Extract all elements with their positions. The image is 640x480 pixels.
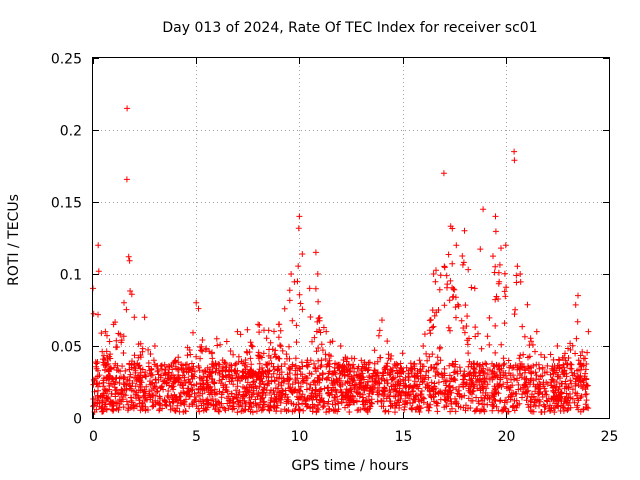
x-tick-label: 25 (601, 429, 619, 445)
y-tick-label: 0.1 (60, 268, 82, 284)
roti-series-markers (90, 105, 592, 416)
y-tick-label: 0.25 (51, 52, 82, 68)
x-tick-label: 10 (291, 429, 309, 445)
chart-title: Day 013 of 2024, Rate Of TEC Index for r… (162, 20, 537, 36)
x-tick-label: 5 (192, 429, 201, 445)
y-tick-label: 0 (73, 412, 82, 428)
y-tick-label: 0.05 (51, 340, 82, 356)
plot-frame (92, 57, 610, 419)
x-axis-label: GPS time / hours (291, 458, 408, 474)
axis-ticks: 0 5 10 15 20 25 0 0.05 0.1 0.15 0.2 0.25 (51, 52, 619, 446)
x-tick-label: 15 (395, 429, 413, 445)
data-points (90, 105, 592, 416)
x-tick-label: 20 (498, 429, 516, 445)
y-tick-label: 0.2 (60, 124, 82, 140)
y-tick-label: 0.15 (51, 196, 82, 212)
x-tick-label: 0 (89, 429, 98, 445)
y-axis-label: ROTI / TECUs (6, 194, 22, 286)
